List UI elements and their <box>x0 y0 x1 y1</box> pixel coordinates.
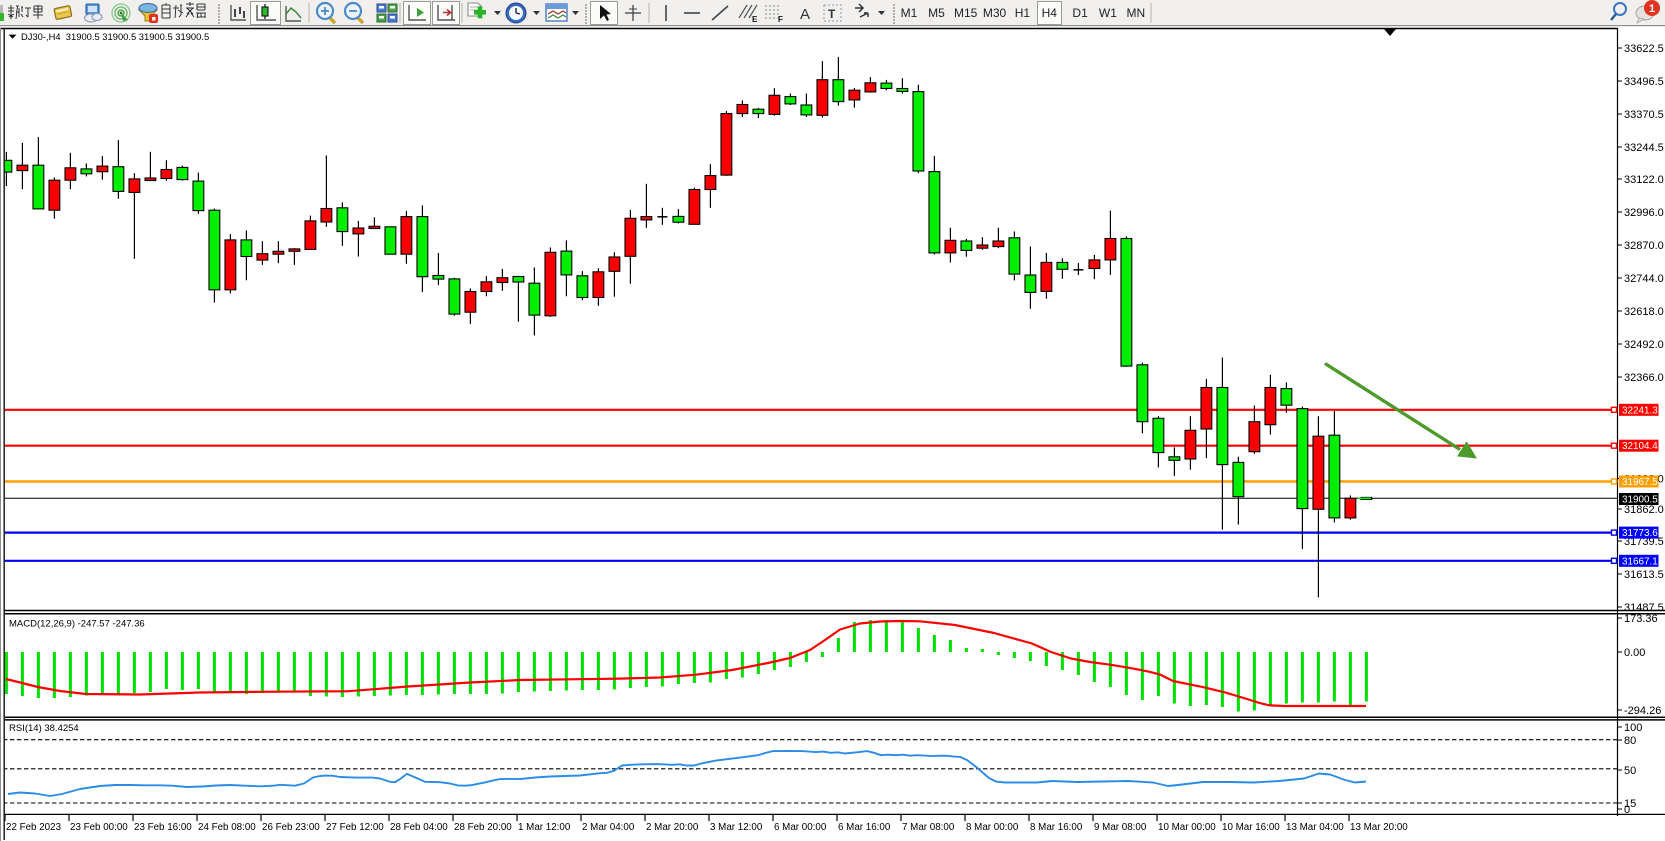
svg-text:31667.1: 31667.1 <box>1622 556 1658 567</box>
svg-text:6 Mar 16:00: 6 Mar 16:00 <box>838 822 891 833</box>
svg-text:M5: M5 <box>928 6 945 20</box>
svg-text:0.00: 0.00 <box>1624 647 1645 659</box>
svg-text:13 Mar 04:00: 13 Mar 04:00 <box>1286 822 1344 833</box>
svg-text:23 Feb 00:00: 23 Feb 00:00 <box>70 822 128 833</box>
svg-text:2 Mar 20:00: 2 Mar 20:00 <box>646 822 699 833</box>
svg-text:33496.5: 33496.5 <box>1624 76 1664 88</box>
svg-text:E: E <box>752 15 758 24</box>
svg-text:RSI(14) 38.4254: RSI(14) 38.4254 <box>9 723 79 734</box>
svg-text:23 Feb 16:00: 23 Feb 16:00 <box>134 822 192 833</box>
svg-text:32104.4: 32104.4 <box>1622 441 1658 452</box>
svg-text:173.36: 173.36 <box>1624 613 1658 625</box>
svg-text:28 Feb 20:00: 28 Feb 20:00 <box>454 822 512 833</box>
svg-text:W1: W1 <box>1099 6 1117 20</box>
svg-text:31862.0: 31862.0 <box>1624 504 1664 516</box>
svg-text:31773.6: 31773.6 <box>1622 528 1658 539</box>
svg-text:32366.0: 32366.0 <box>1624 372 1664 384</box>
svg-text:M15: M15 <box>954 6 978 20</box>
svg-text:27 Feb 12:00: 27 Feb 12:00 <box>326 822 384 833</box>
svg-text:33370.5: 33370.5 <box>1624 109 1664 121</box>
svg-text:26 Feb 23:00: 26 Feb 23:00 <box>262 822 320 833</box>
svg-text:32870.0: 32870.0 <box>1624 240 1664 252</box>
svg-text:13 Mar 20:00: 13 Mar 20:00 <box>1350 822 1408 833</box>
svg-text:M1: M1 <box>901 6 918 20</box>
svg-text:3 Mar 12:00: 3 Mar 12:00 <box>710 822 763 833</box>
svg-text:7 Mar 08:00: 7 Mar 08:00 <box>902 822 955 833</box>
svg-text:32618.0: 32618.0 <box>1624 306 1664 318</box>
svg-text:33244.5: 33244.5 <box>1624 142 1664 154</box>
svg-text:8 Mar 16:00: 8 Mar 16:00 <box>1030 822 1083 833</box>
svg-text:32241.3: 32241.3 <box>1622 405 1658 416</box>
svg-text:31487.5: 31487.5 <box>1624 602 1664 614</box>
svg-text:T: T <box>828 7 836 21</box>
svg-text:0: 0 <box>1624 804 1630 816</box>
svg-text:10 Mar 00:00: 10 Mar 00:00 <box>1158 822 1216 833</box>
svg-text:MN: MN <box>1126 6 1145 20</box>
svg-text:31967.5: 31967.5 <box>1622 477 1658 488</box>
svg-text:1 Mar 12:00: 1 Mar 12:00 <box>518 822 571 833</box>
svg-text:2 Mar 04:00: 2 Mar 04:00 <box>582 822 635 833</box>
svg-text:50: 50 <box>1624 765 1636 777</box>
svg-text:31613.5: 31613.5 <box>1624 569 1664 581</box>
svg-text:DJ30-,H4 31900.5 31900.5 3190: DJ30-,H4 31900.5 31900.5 31900.5 31900.5 <box>21 31 209 42</box>
svg-text:100: 100 <box>1624 722 1642 734</box>
svg-text:F: F <box>778 15 783 24</box>
svg-text:10 Mar 16:00: 10 Mar 16:00 <box>1222 822 1280 833</box>
svg-text:1: 1 <box>1649 3 1655 15</box>
svg-text:6 Mar 00:00: 6 Mar 00:00 <box>774 822 827 833</box>
svg-text:D1: D1 <box>1072 6 1088 20</box>
svg-text:80: 80 <box>1624 735 1636 747</box>
svg-text:32744.0: 32744.0 <box>1624 273 1664 285</box>
svg-text:H1: H1 <box>1015 6 1031 20</box>
svg-text:33122.0: 33122.0 <box>1624 174 1664 186</box>
svg-text:28 Feb 04:00: 28 Feb 04:00 <box>390 822 448 833</box>
svg-text:H4: H4 <box>1042 6 1058 20</box>
svg-text:8 Mar 00:00: 8 Mar 00:00 <box>966 822 1019 833</box>
svg-text:32492.0: 32492.0 <box>1624 339 1664 351</box>
svg-text:9 Mar 08:00: 9 Mar 08:00 <box>1094 822 1147 833</box>
svg-text:A: A <box>800 6 810 23</box>
svg-text:33622.5: 33622.5 <box>1624 43 1664 55</box>
svg-text:M30: M30 <box>983 6 1007 20</box>
svg-text:-294.26: -294.26 <box>1624 705 1661 717</box>
svg-text:MACD(12,26,9) -247.57 -247.36: MACD(12,26,9) -247.57 -247.36 <box>9 619 145 630</box>
svg-text:15: 15 <box>1624 798 1636 810</box>
svg-text:31900.5: 31900.5 <box>1622 495 1658 506</box>
svg-text:24 Feb 08:00: 24 Feb 08:00 <box>198 822 256 833</box>
svg-text:22 Feb 2023: 22 Feb 2023 <box>6 822 62 833</box>
svg-text:32996.0: 32996.0 <box>1624 207 1664 219</box>
svg-text:31739.5: 31739.5 <box>1624 536 1664 548</box>
